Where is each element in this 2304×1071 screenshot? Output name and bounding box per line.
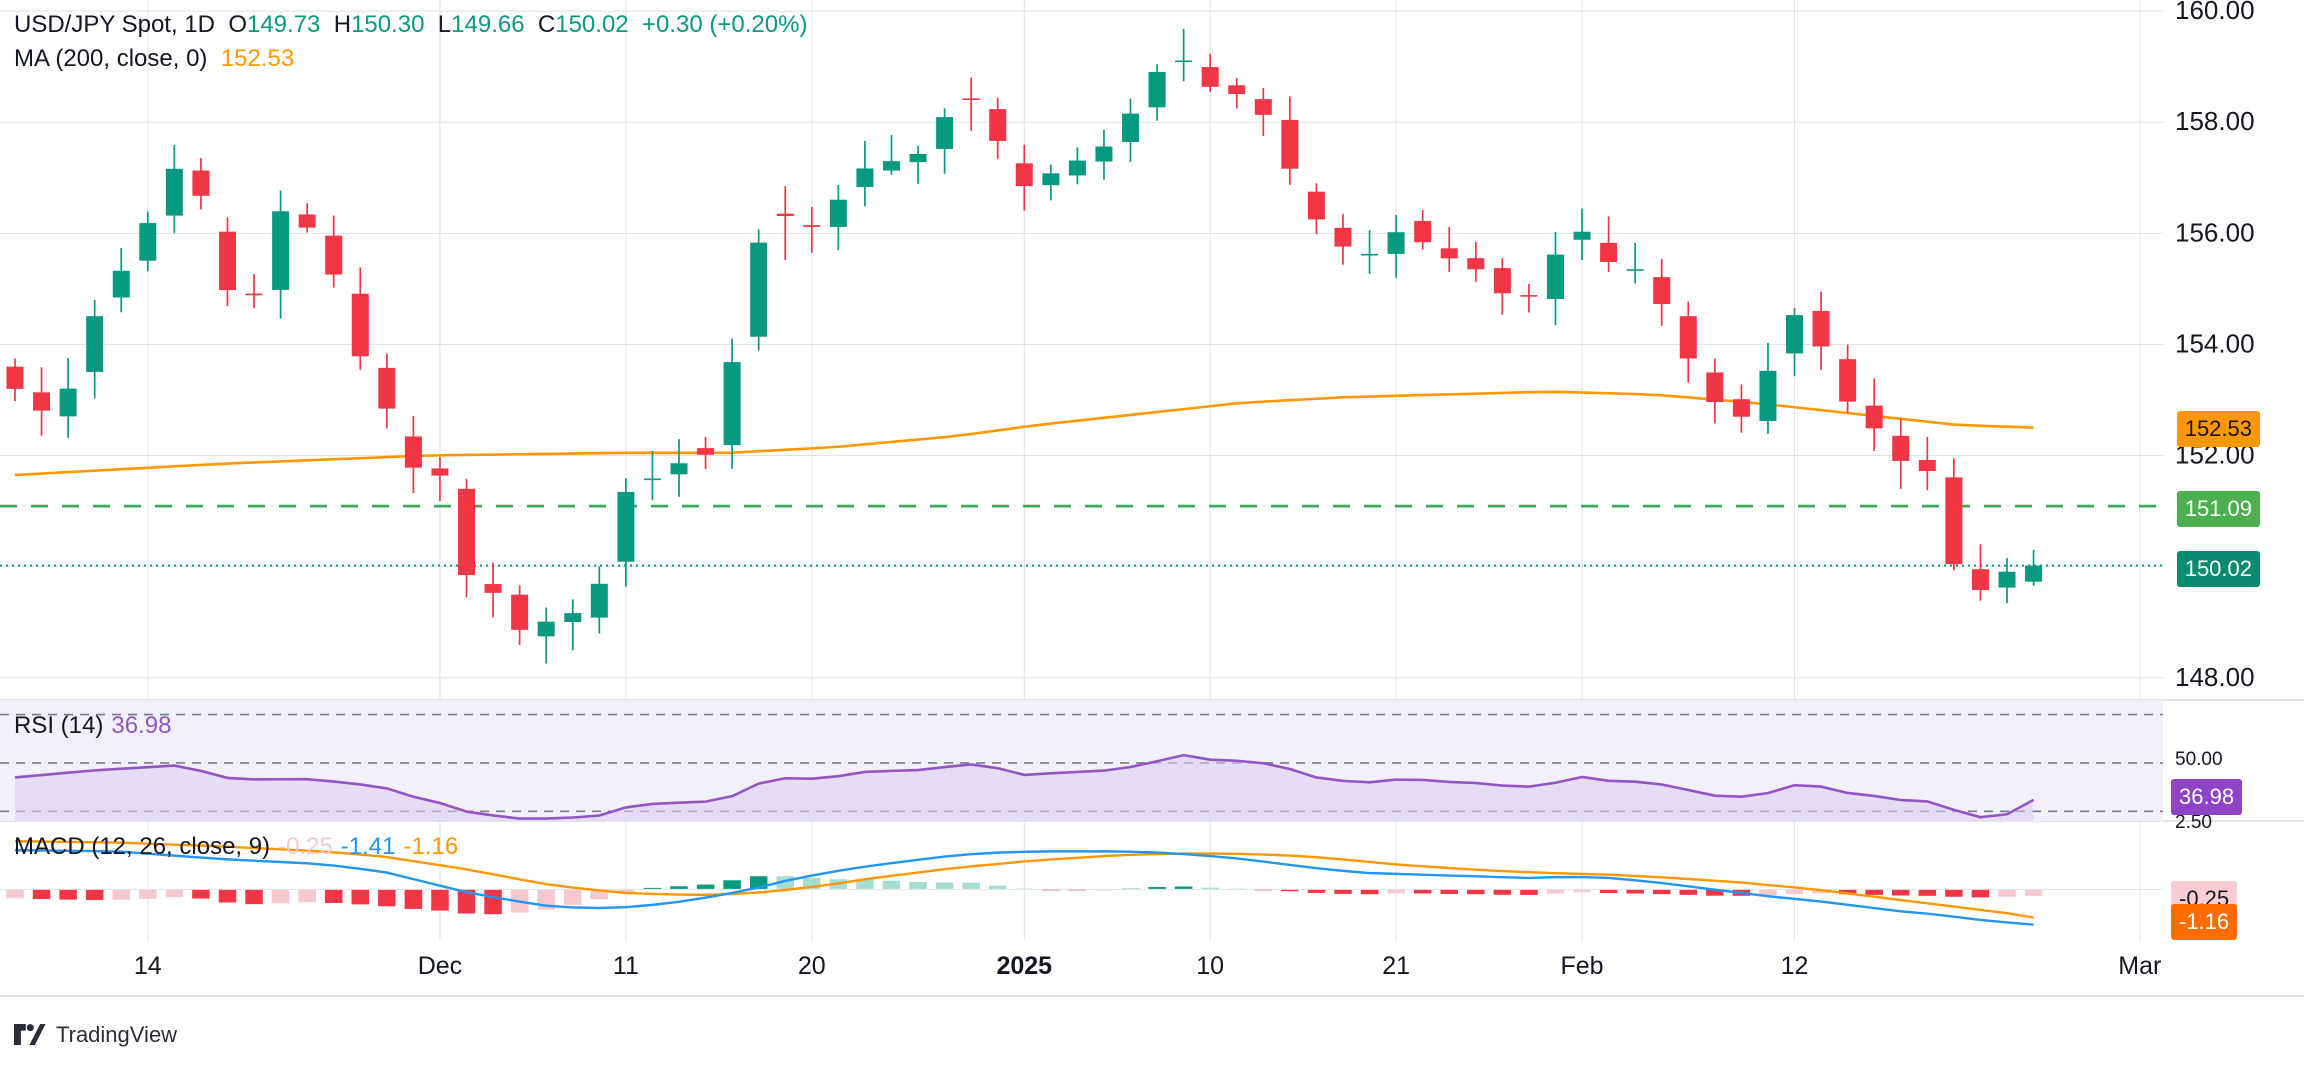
svg-text:Feb: Feb — [1560, 952, 1603, 980]
svg-text:20: 20 — [798, 952, 826, 980]
svg-text:158.00: 158.00 — [2175, 106, 2255, 136]
svg-text:2025: 2025 — [996, 952, 1052, 980]
svg-text:160.00: 160.00 — [2175, 0, 2255, 25]
svg-text:12: 12 — [1781, 952, 1809, 980]
svg-text:Dec: Dec — [418, 952, 462, 980]
svg-text:10: 10 — [1196, 952, 1224, 980]
svg-text:14: 14 — [134, 952, 162, 980]
svg-text:154.00: 154.00 — [2175, 328, 2255, 358]
svg-text:148.00: 148.00 — [2175, 662, 2255, 692]
svg-text:21: 21 — [1382, 952, 1410, 980]
svg-text:Mar: Mar — [2118, 952, 2161, 980]
svg-text:11: 11 — [613, 952, 639, 980]
svg-text:156.00: 156.00 — [2175, 217, 2255, 247]
